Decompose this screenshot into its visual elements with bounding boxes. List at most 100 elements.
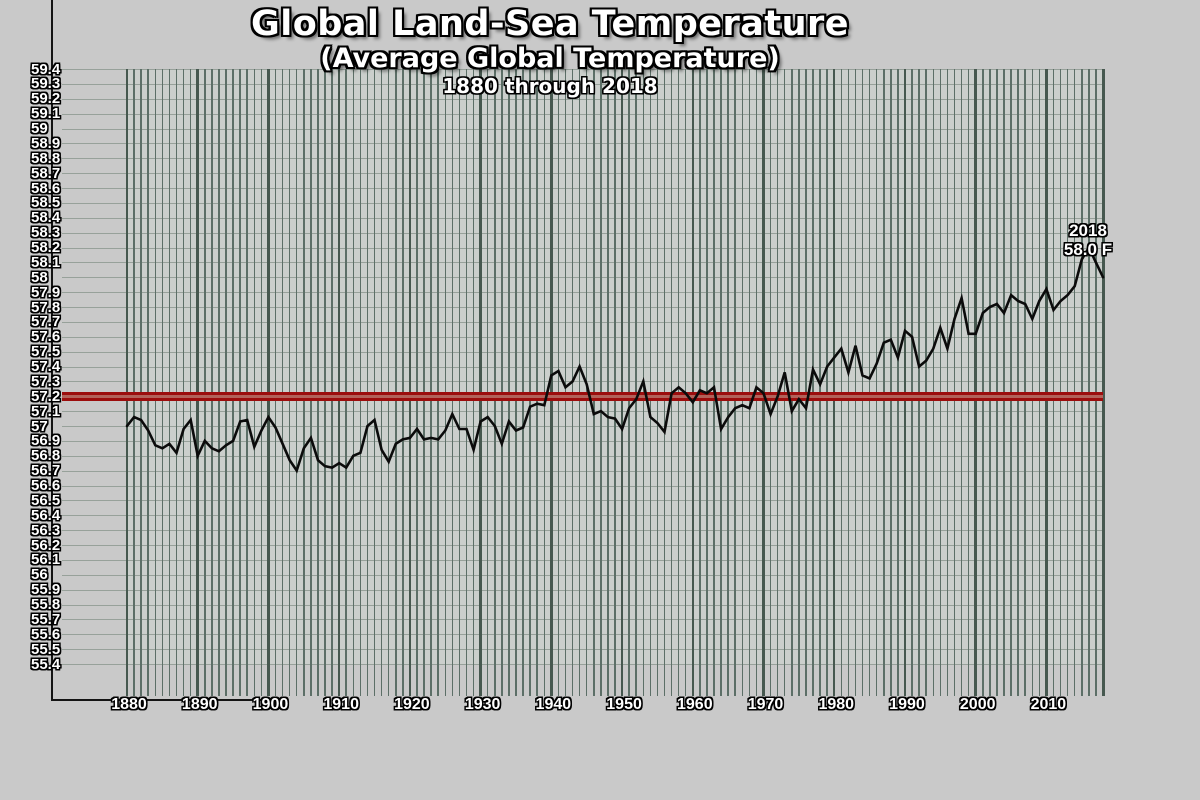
gridline-vertical-year — [593, 69, 595, 696]
gridline-horizontal — [62, 485, 1103, 487]
gridline-horizontal — [62, 202, 1103, 204]
gridline-vertical-decade — [620, 69, 624, 696]
gridline-vertical-year — [465, 69, 468, 696]
gridline-horizontal — [62, 574, 1103, 576]
y-axis-label: 56.5 — [31, 491, 61, 509]
y-axis-label: 58.2 — [31, 239, 61, 256]
gridline-vertical-year — [430, 69, 432, 696]
gridline-vertical-year — [670, 69, 673, 696]
gridline-vertical-year — [911, 69, 913, 696]
y-axis-label: 58.7 — [31, 164, 61, 182]
gridline-vertical-year — [890, 69, 892, 696]
y-axis-label: 57.3 — [31, 372, 61, 390]
gridline-horizontal — [62, 188, 1103, 189]
gridline-vertical-year — [1073, 69, 1076, 696]
gridline-vertical-year — [1010, 69, 1012, 696]
gridline-vertical-year — [260, 69, 263, 696]
y-axis-label: 56 — [31, 566, 48, 584]
gridline-vertical-year — [232, 69, 234, 696]
gridline-vertical-year — [1066, 69, 1069, 696]
gridline-vertical-decade — [267, 69, 270, 696]
chart-title-block: Global Land-Sea Temperature (Average Glo… — [0, 6, 1100, 97]
gridline-vertical-year — [246, 69, 248, 696]
gridline-vertical-year — [684, 69, 687, 696]
gridline-vertical-year — [536, 69, 538, 696]
gridline-vertical-year — [310, 69, 312, 696]
gridline-vertical-decade — [762, 69, 765, 696]
y-axis-label: 55.6 — [31, 625, 61, 643]
gridline-vertical-year — [373, 69, 376, 696]
gridline-vertical-year — [649, 69, 652, 696]
gridline-vertical-decade — [196, 69, 199, 696]
gridline-vertical-year — [303, 69, 305, 696]
chart-subtitle: (Average Global Temperature) — [320, 42, 780, 74]
gridline-vertical-year — [161, 69, 164, 696]
gridline-vertical-year — [239, 69, 241, 696]
gridline-vertical-year — [359, 69, 362, 696]
gridline-horizontal — [62, 664, 1103, 665]
gridline-vertical-year — [791, 69, 793, 696]
gridline-horizontal — [62, 634, 1103, 636]
y-axis-label: 59.4 — [31, 60, 61, 78]
y-axis-label: 55.4 — [31, 655, 61, 673]
gridline-horizontal — [62, 217, 1103, 219]
gridline-vertical-year — [840, 69, 843, 696]
gridline-vertical-year — [883, 69, 885, 696]
gridline-vertical-year — [1038, 69, 1041, 696]
gridline-vertical-year — [522, 69, 524, 696]
gridline-vertical-year — [727, 69, 729, 696]
gridline-vertical-year — [946, 69, 949, 696]
gridline-vertical-year — [635, 69, 637, 696]
x-axis-label: 2000 — [959, 696, 996, 713]
annotation-year: 2018 — [1069, 221, 1107, 240]
gridline-vertical-year — [508, 69, 510, 696]
gridline-vertical-year — [741, 69, 744, 696]
gridline-vertical-decade — [903, 69, 907, 696]
gridline-vertical-year — [734, 69, 736, 696]
gridline-vertical-year — [154, 69, 157, 696]
x-axis-label: 1890 — [181, 696, 218, 713]
gridline-vertical-year — [854, 69, 857, 696]
y-axis-label: 57.6 — [31, 328, 61, 346]
latest-point-annotation: 2018 58.0 F — [1035, 221, 1141, 259]
gridline-horizontal — [62, 649, 1103, 651]
gridline-vertical-decade — [550, 69, 553, 696]
y-axis-label: 57.7 — [31, 313, 61, 331]
gridline-vertical-year — [783, 69, 786, 696]
gridline-vertical-year — [182, 69, 185, 696]
x-axis-label: 1940 — [535, 696, 572, 713]
y-axis-label: 58.6 — [31, 179, 61, 197]
gridline-horizontal — [62, 589, 1103, 591]
gridline-vertical-year — [642, 69, 645, 696]
average-baseline-line — [62, 391, 1103, 401]
gridline-vertical-year — [366, 69, 369, 696]
gridline-horizontal — [62, 545, 1103, 546]
gridline-vertical-year — [1088, 69, 1090, 696]
gridline-vertical-decade — [691, 69, 695, 696]
gridline-vertical-year — [1052, 69, 1055, 696]
y-axis-label: 55.7 — [31, 610, 61, 628]
gridline-vertical-year — [543, 69, 546, 696]
y-axis-label: 56.4 — [31, 506, 61, 524]
gridline-vertical-year — [253, 69, 256, 696]
gridline-vertical-year — [982, 69, 984, 696]
gridline-horizontal — [62, 158, 1103, 160]
gridline-vertical-year — [953, 69, 956, 696]
x-axis-line — [51, 699, 261, 701]
gridline-vertical-year — [281, 69, 284, 696]
y-axis-label: 58 — [31, 268, 48, 286]
gridline-vertical-year — [1095, 69, 1097, 696]
gridline-vertical-decade — [125, 69, 129, 696]
y-axis-label: 58.1 — [31, 253, 61, 271]
gridline-vertical-year — [380, 69, 383, 696]
gridline-vertical-year — [458, 69, 461, 696]
gridline-vertical-year — [225, 69, 227, 696]
gridline-vertical-year — [451, 69, 454, 696]
x-axis-label: 1910 — [323, 696, 359, 713]
gridline-vertical-year — [656, 69, 659, 696]
gridline-vertical-year — [1024, 69, 1026, 696]
gridline-horizontal — [62, 113, 1103, 115]
gridline-vertical-year — [812, 69, 814, 696]
chart-period: 1880 through 2018 — [442, 74, 658, 99]
gridline-vertical-year — [918, 69, 920, 696]
